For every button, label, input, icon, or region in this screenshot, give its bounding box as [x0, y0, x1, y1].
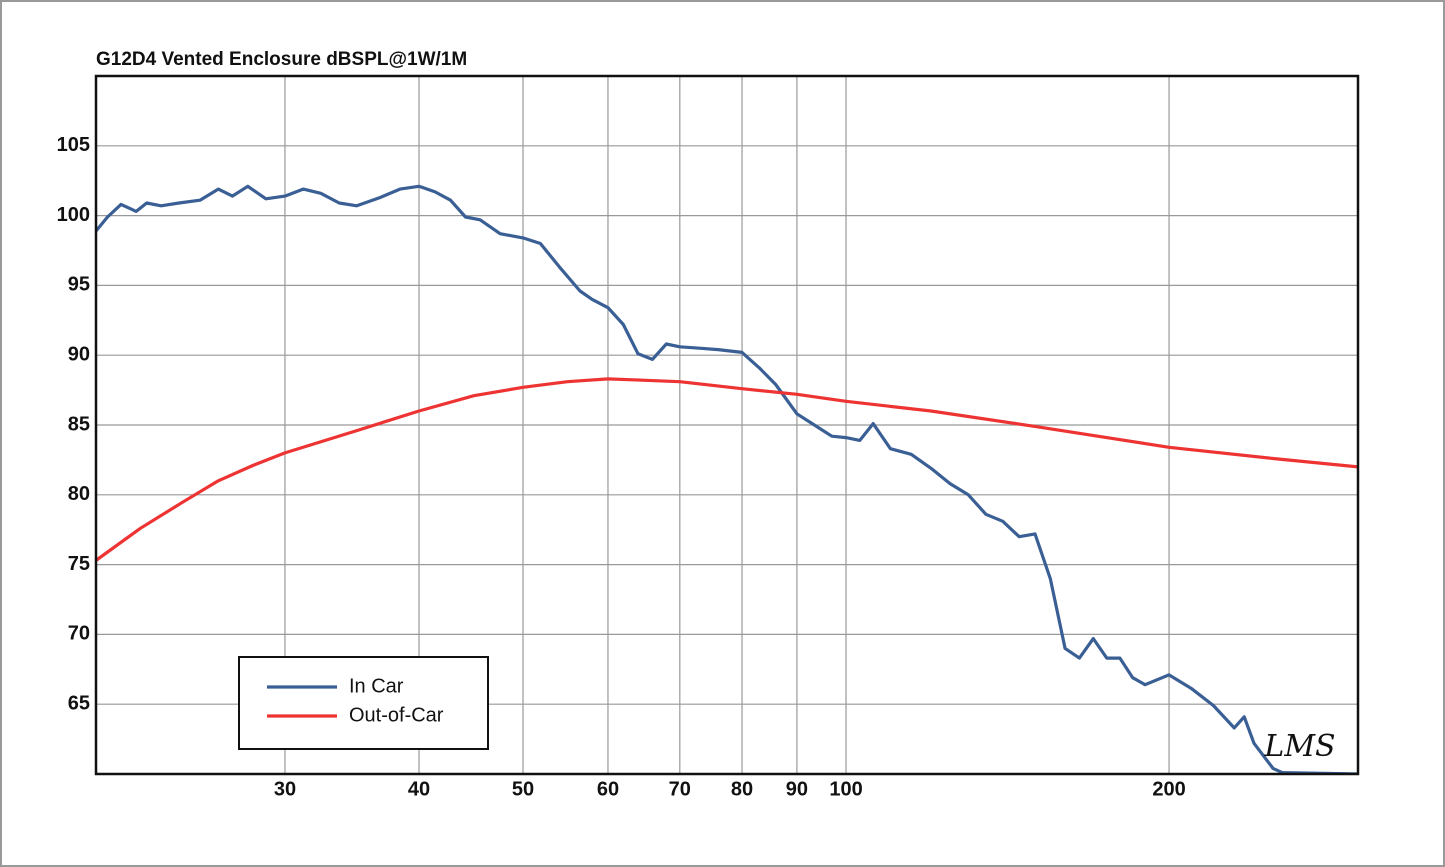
y-tick-label: 105 [57, 134, 90, 156]
y-tick-label: 70 [68, 623, 90, 645]
logo: LMS [1263, 729, 1335, 764]
y-tick-label: 90 [68, 343, 90, 365]
y-tick-label: 95 [68, 274, 90, 296]
x-tick-label: 60 [597, 778, 619, 800]
x-tick-label: 100 [829, 778, 862, 800]
x-tick-label: 90 [786, 778, 808, 800]
x-tick-label: 40 [408, 778, 430, 800]
plot-frame [94, 74, 1360, 776]
series-line [96, 377, 1358, 562]
grid: 65 70 75 80 85 90 95 100 105 30 40 50 60 70 80 90 100 200 [57, 76, 1358, 800]
x-tick-label: 200 [1152, 778, 1185, 800]
legend-label: Out-of-Car [349, 704, 444, 726]
plot [96, 184, 1358, 774]
y-tick-label: 100 [57, 204, 90, 226]
legend-box [238, 656, 489, 750]
legend-label: In Car [349, 675, 404, 697]
x-tick-label: 50 [512, 778, 534, 800]
series-line [96, 184, 1358, 774]
y-tick-label: 65 [68, 692, 90, 714]
x-tick-label: 80 [731, 778, 753, 800]
chart-title: G12D4 Vented Enclosure dBSPL@1W/1M [96, 49, 467, 70]
x-tick-label: 70 [669, 778, 691, 800]
y-tick-label: 80 [68, 483, 90, 505]
y-tick-label: 75 [68, 553, 90, 575]
y-tick-label: 85 [68, 413, 90, 435]
legend: In Car Out-of-Car [238, 656, 489, 750]
x-tick-label: 30 [274, 778, 296, 800]
